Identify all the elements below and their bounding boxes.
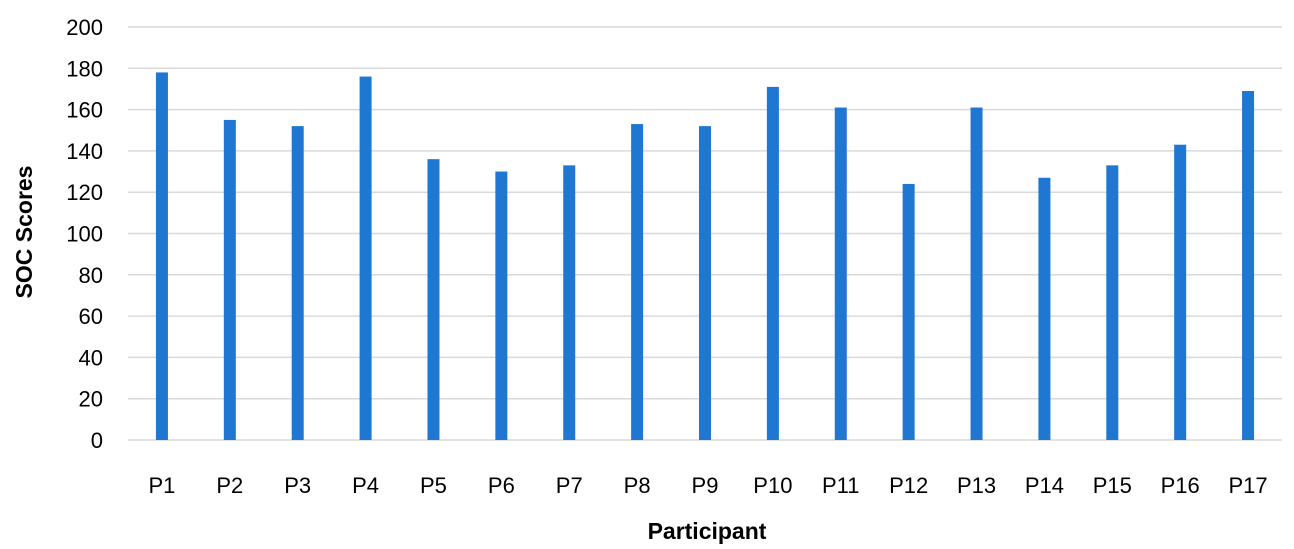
bar-p7 <box>563 165 576 441</box>
y-tick-label: 100 <box>66 222 103 247</box>
y-tick-label: 200 <box>66 15 103 40</box>
y-axis-ticks: 0 20 40 60 80 100 120 140 160 180 200 <box>66 15 103 453</box>
x-tick-label: P5 <box>420 473 447 498</box>
bar-p8 <box>631 124 644 441</box>
x-tick-label: P3 <box>284 473 311 498</box>
x-tick-label: P16 <box>1161 473 1200 498</box>
x-tick-label: P8 <box>624 473 651 498</box>
y-tick-label: 160 <box>66 98 103 123</box>
bar-p14 <box>1038 177 1051 440</box>
x-tick-label: P6 <box>488 473 515 498</box>
y-tick-label: 20 <box>79 387 103 412</box>
x-axis-ticks: P1 P2 P3 P4 P5 P6 P7 P8 P9 P10 P11 P12 P13 P14 P15 P16 P… <box>148 473 1267 498</box>
bar-p2 <box>223 119 236 441</box>
x-tick-label: P14 <box>1025 473 1064 498</box>
x-tick-label: P11 <box>822 473 860 498</box>
bar-p10 <box>766 86 779 440</box>
x-axis-title: Participant <box>648 518 767 544</box>
x-tick-label: P4 <box>352 473 379 498</box>
bar-p9 <box>699 126 711 441</box>
y-tick-label: 180 <box>66 56 103 81</box>
bars <box>155 72 1255 441</box>
bar-p1 <box>155 72 168 441</box>
x-tick-label: P7 <box>556 473 583 498</box>
x-tick-label: P15 <box>1093 473 1132 498</box>
x-tick-label: P12 <box>889 473 928 498</box>
bar-p5 <box>427 159 440 440</box>
bar-p3 <box>291 126 304 441</box>
bar-p4 <box>359 76 372 440</box>
x-tick-label: P13 <box>957 473 996 498</box>
y-tick-label: 80 <box>79 263 103 288</box>
x-tick-label: P2 <box>216 473 243 498</box>
bar-p12 <box>902 183 915 440</box>
y-tick-label: 140 <box>66 139 103 164</box>
y-axis-title: SOC Scores <box>11 166 37 299</box>
x-tick-label: P9 <box>692 473 719 498</box>
bar-p17 <box>1242 91 1255 440</box>
y-tick-label: 120 <box>66 180 103 205</box>
bar-p6 <box>495 171 508 441</box>
bar-p16 <box>1174 144 1187 440</box>
x-tick-label: P1 <box>148 473 175 498</box>
x-tick-label: P10 <box>753 473 792 498</box>
y-tick-label: 0 <box>91 428 103 453</box>
y-tick-label: 60 <box>79 304 103 329</box>
bar-p15 <box>1106 165 1119 441</box>
bar-p11 <box>834 107 847 440</box>
x-tick-label: P17 <box>1228 473 1267 498</box>
bar-p13 <box>970 107 983 440</box>
y-tick-label: 40 <box>79 345 103 370</box>
